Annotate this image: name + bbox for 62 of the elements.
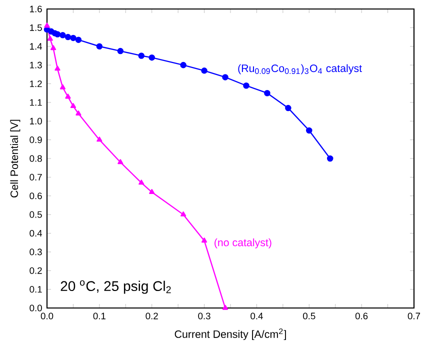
point [70,103,76,108]
point [201,238,208,243]
point [96,43,103,50]
point [76,110,82,116]
y-tick-label: 1.0 [30,118,42,124]
point [149,189,155,194]
point [65,94,71,99]
point [138,52,145,59]
x-tick-label: 0.5 [303,312,316,320]
point [54,31,61,38]
point [148,54,155,61]
point [44,22,50,28]
x-tick-label: 0.4 [250,312,263,320]
point [96,136,102,142]
x-tick-label: 0.3 [198,312,210,320]
y-tick-label: 0.8 [30,155,42,162]
point [60,84,66,90]
annotation: 20 $^{o}$C, 25 psig Cl$_{2}$ [60,280,171,294]
x-tick-label: 0.2 [146,312,158,320]
point [70,34,76,42]
series-label: (no catalyst) [214,238,272,248]
y-tick-label: 1.5 [30,24,42,31]
y-tick-label: 0.0 [30,304,42,312]
point [222,304,228,310]
point [201,68,208,74]
point [75,36,82,43]
point [117,48,124,54]
text: (Ru$_{0.09}$Co$_{0.91}$)$_{3}$O$_{4}$ catalyst [238,64,362,74]
y-tick-label: 0.3 [30,248,42,256]
point [222,74,228,80]
x-tick-label: 0.1 [93,312,106,320]
point [264,90,270,96]
point [180,62,186,68]
point [243,82,250,89]
point [118,159,124,164]
x-axis-title: Current Density [A/cm$^{2}$] [174,328,286,340]
y-tick-label: 0.5 [30,211,42,218]
y-tick-label: 1.3 [30,62,42,68]
point [60,32,66,38]
y-tick-label: 1.6 [30,6,42,12]
point [326,155,334,162]
y-tick-label: 0.6 [30,192,42,200]
y-tick-label: 0.1 [30,286,42,293]
point [64,34,72,40]
point [54,66,60,71]
point [50,45,56,50]
y-tick-label: 0.2 [30,267,42,274]
y-tick-label: 0.7 [30,174,42,180]
y-tick-label: 0.9 [30,136,42,144]
y-tick-label: 1.2 [30,80,42,88]
y-tick-label: 0.4 [30,230,42,237]
y-axis-title: Cell Potential [V] [10,120,20,198]
y-tick-label: 1.1 [30,99,42,106]
x-tick-label: 0.7 [408,312,420,320]
point [47,36,53,41]
x-tick-label: 0.6 [355,312,368,320]
point [180,211,186,216]
x-tick-label: 0.0 [40,312,54,320]
y-tick-label: 1.4 [30,43,42,50]
point [138,180,144,185]
point [306,127,312,134]
point [285,104,292,112]
